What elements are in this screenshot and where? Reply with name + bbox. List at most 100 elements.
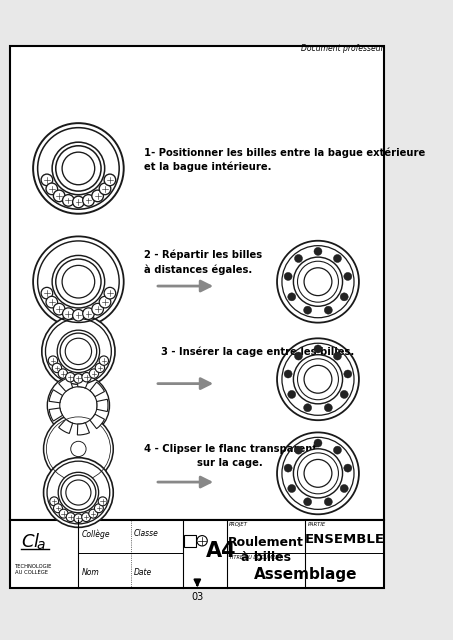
Circle shape (66, 480, 91, 505)
Circle shape (324, 404, 333, 412)
Text: $\mathit{a}$: $\mathit{a}$ (36, 538, 45, 552)
Text: TECHNOLOGIE
AU COLLÈGE: TECHNOLOGIE AU COLLÈGE (15, 564, 52, 575)
Wedge shape (90, 414, 105, 429)
Circle shape (288, 293, 296, 301)
Circle shape (314, 439, 322, 447)
Circle shape (92, 303, 103, 315)
Circle shape (82, 513, 91, 522)
Circle shape (324, 306, 333, 314)
Text: ENSEMBLE: ENSEMBLE (304, 533, 385, 546)
Circle shape (99, 356, 109, 365)
Circle shape (47, 374, 110, 436)
Text: 3 - Insérer la cage entre les billes.: 3 - Insérer la cage entre les billes. (161, 346, 354, 356)
Circle shape (41, 174, 53, 186)
Circle shape (94, 504, 103, 513)
Circle shape (304, 498, 312, 506)
Circle shape (104, 287, 116, 299)
Text: TITRE DU DOCUMENT: TITRE DU DOCUMENT (229, 555, 282, 559)
Circle shape (277, 433, 359, 515)
Circle shape (304, 268, 332, 296)
Circle shape (63, 308, 74, 319)
FancyBboxPatch shape (10, 47, 384, 520)
Circle shape (104, 174, 116, 186)
FancyBboxPatch shape (10, 520, 384, 588)
Circle shape (314, 345, 322, 353)
Circle shape (60, 387, 97, 424)
Text: $\mathit{Cl}$: $\mathit{Cl}$ (21, 533, 40, 552)
Circle shape (57, 330, 100, 372)
Circle shape (50, 497, 58, 506)
Circle shape (41, 287, 53, 299)
Circle shape (340, 293, 348, 301)
Text: Date: Date (134, 568, 152, 577)
Circle shape (62, 266, 95, 298)
Circle shape (58, 369, 67, 378)
Circle shape (46, 296, 58, 308)
Wedge shape (96, 399, 108, 412)
Circle shape (89, 509, 98, 518)
Circle shape (43, 414, 113, 484)
Circle shape (43, 458, 113, 527)
Text: PROJET: PROJET (229, 522, 248, 527)
Circle shape (58, 472, 99, 513)
Circle shape (83, 308, 94, 319)
Circle shape (33, 236, 124, 327)
Circle shape (333, 255, 342, 262)
Circle shape (277, 339, 359, 420)
Circle shape (95, 363, 105, 372)
Circle shape (53, 303, 65, 315)
Wedge shape (49, 390, 63, 403)
Circle shape (63, 195, 74, 206)
Circle shape (62, 152, 95, 185)
Circle shape (314, 248, 322, 255)
Circle shape (52, 142, 105, 195)
Circle shape (344, 273, 352, 280)
Circle shape (99, 296, 111, 308)
Circle shape (304, 460, 332, 487)
Circle shape (42, 315, 115, 388)
Wedge shape (90, 382, 105, 397)
Text: Document professeur: Document professeur (301, 44, 383, 53)
Text: A4: A4 (206, 541, 236, 561)
Circle shape (344, 370, 352, 378)
Bar (184, 534, 196, 547)
Text: Collège: Collège (82, 529, 111, 539)
Circle shape (304, 404, 312, 412)
Circle shape (74, 374, 83, 383)
Circle shape (66, 372, 75, 382)
Circle shape (33, 123, 124, 214)
Wedge shape (58, 419, 72, 433)
Circle shape (82, 372, 91, 382)
Text: Classe: Classe (134, 529, 159, 538)
Circle shape (333, 352, 342, 360)
Text: PARTIE: PARTIE (308, 522, 326, 527)
Circle shape (89, 369, 99, 378)
Circle shape (52, 363, 62, 372)
Circle shape (304, 365, 332, 393)
Text: Nom: Nom (82, 568, 100, 577)
Circle shape (65, 338, 92, 365)
Text: 03: 03 (191, 592, 203, 602)
Circle shape (48, 356, 58, 365)
Circle shape (294, 449, 342, 498)
Circle shape (52, 255, 105, 308)
Circle shape (284, 370, 292, 378)
Circle shape (74, 514, 83, 523)
Circle shape (98, 497, 107, 506)
Text: Assemblage: Assemblage (254, 567, 357, 582)
Wedge shape (58, 378, 72, 392)
Circle shape (294, 352, 303, 360)
Text: Roulement
à billes: Roulement à billes (228, 536, 304, 564)
Circle shape (53, 190, 65, 202)
Circle shape (304, 306, 312, 314)
Circle shape (284, 464, 292, 472)
Text: 4 - Clipser le flanc transparent
sur la cage.: 4 - Clipser le flanc transparent sur la … (144, 444, 317, 468)
Circle shape (324, 498, 333, 506)
Circle shape (99, 183, 111, 195)
Circle shape (333, 446, 342, 454)
Circle shape (53, 504, 63, 513)
Circle shape (284, 273, 292, 280)
Circle shape (83, 195, 94, 206)
Circle shape (294, 255, 303, 262)
Circle shape (72, 309, 84, 321)
